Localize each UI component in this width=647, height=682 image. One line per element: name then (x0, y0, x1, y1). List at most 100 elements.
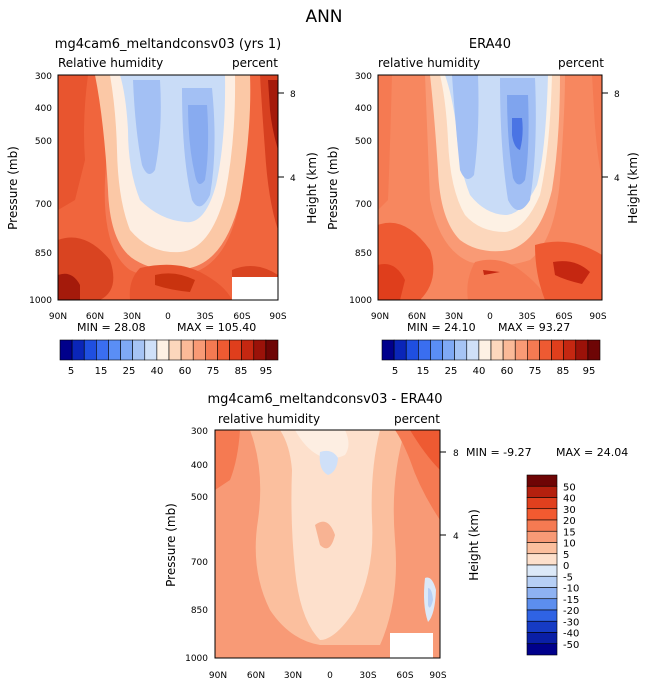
panel-model: mg4cam6_meltandconsv03 (yrs 1) Relative … (6, 37, 319, 377)
colorbar-swatch (241, 339, 255, 361)
max-readout: MAX = 93.27 (498, 321, 570, 334)
colorbar-label: 25 (123, 366, 136, 377)
y-axis-left: 300 400 500 700 850 1000 Pressure (mb) (164, 427, 208, 664)
colorbar-label: 5 (392, 366, 398, 377)
y-tick-label: 1000 (349, 296, 372, 306)
colorbar-swatch (526, 643, 558, 656)
y-tick-label: 850 (35, 249, 52, 259)
panel-title: mg4cam6_meltandconsv03 (yrs 1) (55, 37, 281, 52)
colorbar-label: -5 (563, 572, 573, 583)
colorbar-swatch (526, 587, 558, 600)
x-tick-label: 90N (209, 671, 227, 681)
colorbar-label: 85 (235, 366, 248, 377)
colorbar-swatch (526, 485, 558, 498)
y-axis-right: 8 4 Height (km) (602, 90, 640, 224)
colorbar-swatch (526, 598, 558, 611)
colorbar-swatch (454, 339, 468, 361)
y2-tick-label: 8 (290, 90, 296, 100)
y-axis-label: Pressure (mb) (326, 146, 340, 230)
y2-tick-label: 8 (614, 90, 620, 100)
y-tick-label: 850 (191, 606, 208, 616)
colorbar-swatch (502, 339, 516, 361)
colorbar-swatch (83, 339, 97, 361)
colorbar-swatch (393, 339, 407, 361)
y2-axis-label: Height (km) (305, 152, 319, 223)
x-axis: 90N 60N 30N 0 30S 60S 90S (371, 312, 607, 322)
colorbar-vertical (526, 474, 558, 656)
colorbar-swatch (265, 339, 279, 361)
colorbar (59, 339, 279, 361)
panel-left-label: relative humidity (218, 412, 320, 426)
y-tick-label: 300 (355, 72, 372, 82)
colorbar-label: -50 (563, 640, 579, 651)
colorbar-swatch (526, 519, 558, 532)
colorbar-swatch (514, 339, 528, 361)
y2-tick-label: 4 (614, 174, 620, 184)
contour-plot (57, 74, 279, 301)
colorbar-swatch (180, 339, 194, 361)
min-readout: MIN = -9.27 (466, 446, 532, 459)
panel-right-label: percent (558, 56, 604, 70)
y-tick-label: 850 (355, 249, 372, 259)
colorbar-label: 95 (583, 366, 596, 377)
colorbar-label: -40 (563, 629, 579, 640)
panel-left-label: relative humidity (378, 56, 480, 70)
y-axis-left: 300 400 500 700 850 1000 Pressure (mb) (326, 72, 372, 306)
colorbar-swatch (527, 339, 540, 361)
y2-tick-label: 4 (290, 174, 296, 184)
colorbar-label: 40 (473, 366, 486, 377)
x-tick-label: 60N (408, 312, 426, 322)
colorbar-label: 25 (445, 366, 458, 377)
colorbar-label: 20 (563, 516, 576, 527)
colorbar-swatch (478, 339, 492, 361)
x-tick-label: 60N (86, 312, 104, 322)
panel-left-label: Relative humidity (58, 56, 163, 70)
y2-axis-label: Height (km) (626, 152, 640, 223)
contour-plot (214, 429, 441, 659)
colorbar-swatch (526, 564, 558, 577)
min-readout: MIN = 24.10 (407, 321, 476, 334)
colorbar-label: -20 (563, 606, 579, 617)
colorbar-label: 5 (563, 550, 569, 561)
colorbar-label: 30 (563, 505, 576, 516)
colorbar-label: 60 (501, 366, 514, 377)
y-tick-label: 700 (35, 200, 52, 210)
colorbar-swatch (253, 339, 267, 361)
colorbar-swatch (381, 339, 395, 361)
y2-tick-label: 8 (453, 449, 459, 459)
x-tick-label: 0 (327, 671, 333, 681)
colorbar-label: -15 (563, 595, 579, 606)
colorbar-swatch (405, 339, 419, 361)
colorbar-swatch (156, 339, 170, 361)
colorbar-swatch (168, 339, 182, 361)
colorbar-swatch (205, 339, 218, 361)
colorbar-swatch (144, 339, 158, 361)
x-axis: 90N 60N 30N 0 30S 60S 90S (209, 671, 447, 681)
colorbar-label: -10 (563, 584, 579, 595)
colorbar-swatch (526, 609, 558, 622)
colorbar-swatch (418, 339, 431, 361)
colorbar-label: 15 (417, 366, 430, 377)
colorbar-swatch (217, 339, 230, 361)
x-tick-label: 90N (49, 312, 67, 322)
y-tick-label: 700 (191, 558, 208, 568)
colorbar-swatch (71, 339, 85, 361)
colorbar-swatch (526, 620, 558, 633)
colorbar-label: 85 (557, 366, 570, 377)
contour-plot (377, 74, 603, 301)
colorbar-labels: 5 15 25 40 60 75 85 95 (68, 366, 273, 377)
colorbar-label: 60 (179, 366, 192, 377)
colorbar-swatch (192, 339, 206, 361)
y-axis-label: Pressure (mb) (6, 146, 20, 230)
y-tick-label: 500 (191, 493, 208, 503)
colorbar-label: 0 (563, 561, 569, 572)
max-readout: MAX = 24.04 (556, 446, 628, 459)
x-tick-label: 90S (589, 312, 606, 322)
y-tick-label: 400 (191, 461, 208, 471)
colorbar-label: 15 (563, 527, 576, 538)
y-tick-label: 1000 (29, 296, 52, 306)
colorbar-swatch (539, 339, 552, 361)
colorbar-swatch (229, 339, 242, 361)
